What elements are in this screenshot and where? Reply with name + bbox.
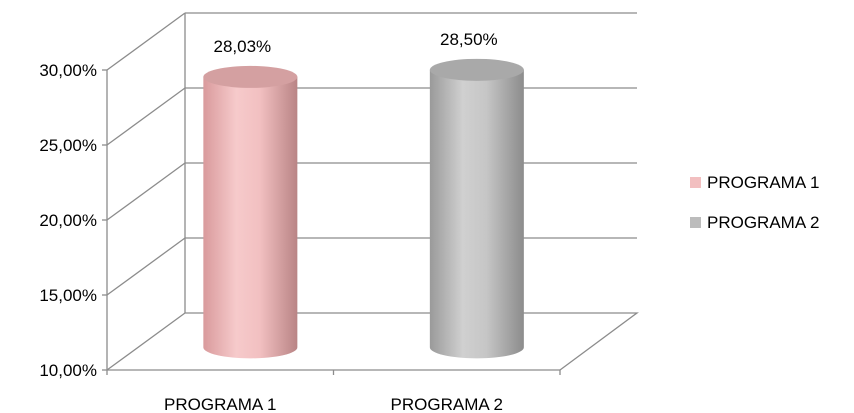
gridline-side (106, 12, 186, 71)
gridlines (106, 12, 637, 296)
bar-cylinder (203, 65, 298, 359)
gridline-side (106, 162, 186, 221)
y-tick-label: 10,00% (39, 361, 97, 380)
bars (203, 58, 524, 359)
data-label: 28,50% (440, 30, 498, 49)
chart-floor (106, 312, 639, 371)
legend: PROGRAMA 1 PROGRAMA 2 (690, 173, 819, 232)
x-axis: PROGRAMA 1 PROGRAMA 2 (106, 369, 561, 413)
y-tick-label: 15,00% (39, 286, 97, 305)
legend-item: PROGRAMA 2 (690, 213, 819, 232)
y-tick-label: 25,00% (39, 136, 97, 155)
y-tick-label: 30,00% (39, 61, 97, 80)
legend-label: PROGRAMA 2 (707, 213, 819, 232)
bar-top (429, 58, 524, 81)
x-tick-label: PROGRAMA 2 (391, 395, 503, 413)
legend-swatch (690, 177, 701, 188)
gridline-side (106, 87, 186, 146)
legend-swatch (690, 217, 701, 228)
bar-body (203, 76, 298, 359)
bar-cylinder (429, 58, 524, 359)
chart-walls (106, 13, 639, 371)
legend-label: PROGRAMA 1 (707, 173, 819, 192)
data-labels: 28,03% 28,50% (214, 30, 498, 56)
y-axis: 10,00% 15,00% 20,00% 25,00% 30,00% (39, 61, 107, 380)
x-tick-label: PROGRAMA 1 (164, 395, 276, 413)
bar-body (429, 69, 524, 359)
y-tick-label: 20,00% (39, 211, 97, 230)
data-label: 28,03% (214, 37, 272, 56)
legend-item: PROGRAMA 1 (690, 173, 819, 192)
bar-top (203, 65, 298, 88)
gridline-side (106, 237, 186, 296)
